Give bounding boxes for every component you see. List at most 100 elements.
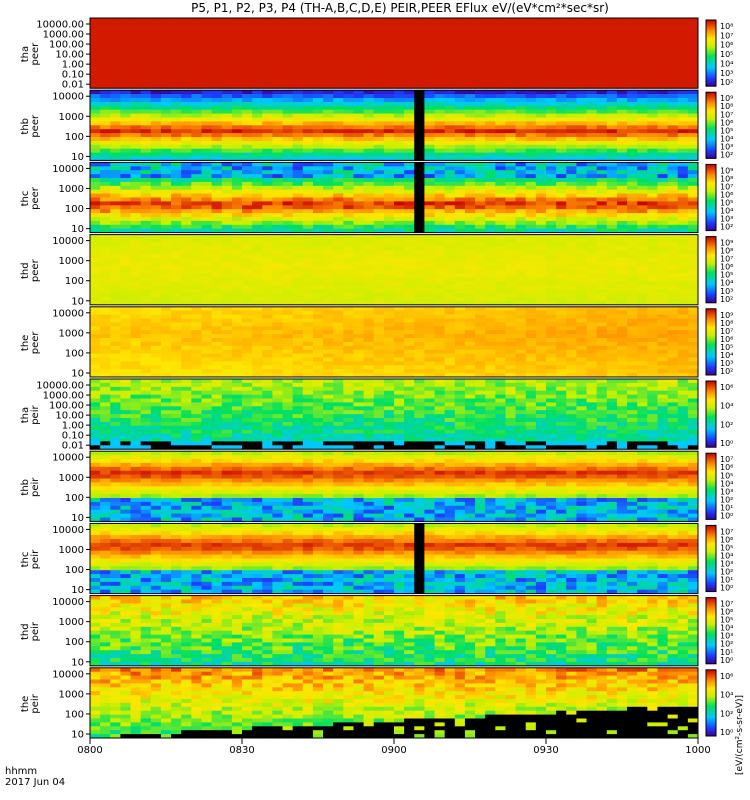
spectrogram-cell	[90, 217, 101, 222]
spectrogram-cell	[312, 140, 324, 146]
spectrogram-cell	[292, 265, 304, 271]
spectrogram-cell	[160, 156, 172, 161]
spectrogram-cell	[120, 326, 131, 331]
spectrogram-cell	[231, 60, 243, 66]
spectrogram-cell	[373, 220, 385, 226]
spectrogram-cell	[627, 269, 638, 274]
spectrogram-cell	[323, 133, 334, 138]
spectrogram-cell	[312, 197, 324, 202]
spectrogram-cell	[535, 101, 547, 107]
spectrogram-cell	[211, 300, 223, 306]
spectrogram-cell	[181, 84, 192, 89]
spectrogram-cell	[546, 170, 557, 175]
spectrogram-cell	[90, 326, 101, 331]
spectrogram-cell	[546, 84, 557, 89]
spectrogram-cell	[505, 261, 516, 267]
spectrogram-cell	[252, 166, 263, 171]
spectrogram-cell	[687, 193, 699, 198]
spectrogram-cell	[454, 162, 466, 167]
spectrogram-cell	[191, 293, 202, 298]
spectrogram-cell	[221, 293, 233, 298]
spectrogram-cell	[444, 140, 456, 146]
spectrogram-cell	[627, 49, 638, 54]
spectrogram-cell	[130, 228, 142, 233]
spectrogram-cell	[566, 261, 577, 267]
spectrogram-cell	[434, 109, 446, 114]
spectrogram-cell	[505, 125, 516, 130]
spectrogram-cell	[160, 300, 172, 306]
spectrogram-cell	[171, 254, 182, 259]
spectrogram-cell	[566, 60, 577, 66]
spectrogram-cell	[343, 84, 354, 89]
spectrogram-cell	[272, 162, 283, 167]
spectrogram-cell	[171, 57, 182, 62]
spectrogram-cell	[616, 258, 628, 263]
spectrogram-cell	[323, 285, 334, 290]
spectrogram-cell	[120, 254, 131, 259]
spectrogram-cell	[231, 57, 243, 62]
spectrogram-cell	[383, 25, 395, 31]
spectrogram-cell	[566, 113, 577, 118]
spectrogram-cell	[556, 84, 567, 89]
spectrogram-cell	[556, 152, 567, 157]
spectrogram-cell	[323, 148, 334, 153]
spectrogram-cell	[373, 45, 385, 50]
spectrogram-cell	[627, 293, 638, 298]
spectrogram-cell	[627, 213, 638, 218]
spectrogram-cell	[586, 21, 598, 27]
spectrogram-cell	[353, 94, 364, 99]
spectrogram-cell	[596, 98, 608, 103]
spectrogram-cell	[495, 258, 506, 263]
spectrogram-cell	[120, 373, 131, 378]
spectrogram-cell	[616, 18, 628, 23]
spectrogram-cell	[282, 277, 294, 282]
y-label-probe: thb	[20, 118, 31, 135]
spectrogram-cell	[627, 238, 638, 243]
spectrogram-cell	[353, 156, 364, 161]
spectrogram-cell	[181, 166, 192, 171]
spectrogram-cell	[495, 285, 506, 290]
spectrogram-cell	[373, 64, 385, 70]
spectrogram-cell	[687, 80, 699, 85]
spectrogram-cell	[221, 338, 233, 343]
spectrogram-cell	[627, 185, 638, 191]
spectrogram-cell	[333, 373, 344, 378]
spectrogram-cell	[90, 345, 101, 351]
spectrogram-cell	[201, 41, 212, 46]
spectrogram-cell	[110, 314, 121, 319]
spectrogram-cell	[576, 254, 587, 259]
spectrogram-cell	[201, 37, 212, 42]
spectrogram-cell	[576, 18, 587, 23]
spectrogram-cell	[677, 33, 689, 38]
spectrogram-cell	[191, 265, 202, 271]
spectrogram-cell	[272, 205, 283, 210]
spectrogram-cell	[150, 220, 162, 226]
spectrogram-cell	[485, 261, 496, 267]
spectrogram-cell	[505, 238, 516, 243]
spectrogram-cell	[211, 265, 223, 271]
spectrogram-cell	[272, 213, 283, 218]
spectrogram-cell	[637, 156, 648, 161]
spectrogram-cell	[475, 297, 486, 302]
spectrogram-cell	[566, 68, 577, 73]
spectrogram-cell	[495, 234, 506, 239]
spectrogram-cell	[383, 357, 395, 362]
spectrogram-cell	[262, 60, 273, 66]
spectrogram-cell	[404, 318, 415, 323]
spectrogram-cell	[272, 148, 283, 153]
spectrogram-cell	[333, 285, 344, 290]
spectrogram-cell	[546, 101, 557, 107]
spectrogram-cell	[657, 205, 668, 210]
spectrogram-cell	[515, 269, 527, 274]
spectrogram-cell	[160, 109, 172, 114]
spectrogram-cell	[566, 98, 577, 103]
spectrogram-cell	[404, 94, 415, 99]
spectrogram-cell	[262, 224, 273, 230]
spectrogram-cell	[667, 289, 679, 294]
spectrogram-cell	[586, 49, 598, 54]
spectrogram-cell	[525, 64, 537, 70]
spectrogram-cell	[454, 238, 466, 243]
spectrogram-cell	[231, 49, 243, 54]
spectrogram-cell	[464, 49, 476, 54]
spectrogram-cell	[414, 125, 425, 130]
